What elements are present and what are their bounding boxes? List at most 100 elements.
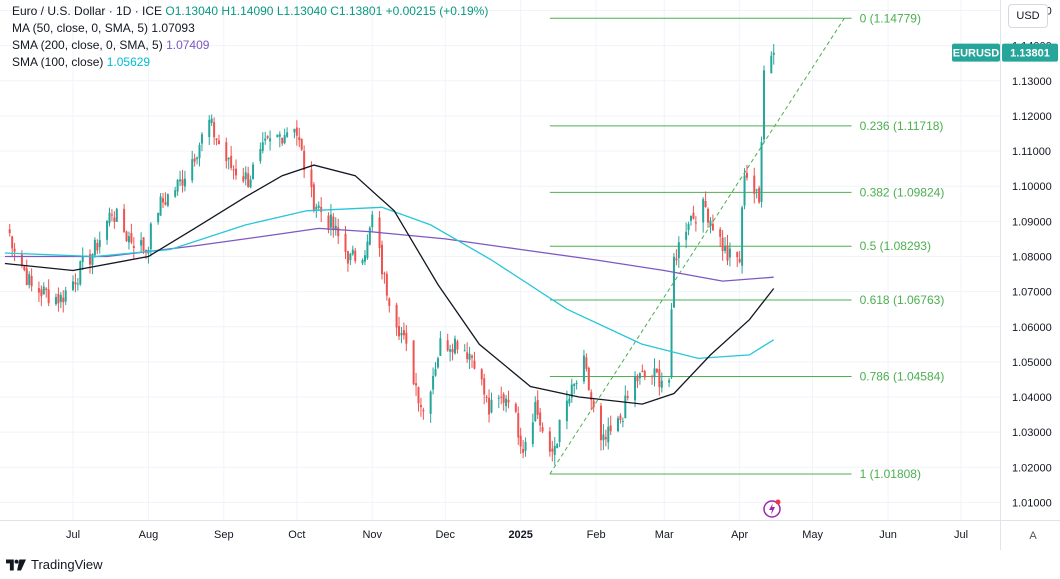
ma50-label: MA (50, close, 0, SMA, 5) <box>12 21 149 35</box>
candle-body <box>227 158 230 160</box>
y-tick-label: 1.12000 <box>1012 111 1052 123</box>
candle-body <box>483 378 486 395</box>
candle-body <box>643 371 646 378</box>
candle-body <box>585 357 588 369</box>
candle-body <box>743 175 746 206</box>
candle-body <box>548 431 551 452</box>
candle-body <box>429 391 432 414</box>
candle-body <box>310 169 313 188</box>
symbol-tag <box>952 43 1000 62</box>
candle-body <box>480 369 483 380</box>
candle-body <box>582 355 585 382</box>
auto-scale-button[interactable]: A <box>1029 530 1037 542</box>
ma50-legend-row[interactable]: MA (50, close, 0, SMA, 5) 1.07093 <box>12 20 488 37</box>
candle-body <box>689 215 692 221</box>
candle-body <box>709 220 712 226</box>
candle-body <box>149 223 152 250</box>
candle-body <box>37 288 40 293</box>
candle-body <box>604 437 607 440</box>
x-tick-label: Sep <box>214 529 234 541</box>
candle-body <box>402 330 405 336</box>
candle-body <box>753 175 756 194</box>
candle-body <box>363 255 366 262</box>
ohlc-values: O1.13040 H1.14090 L1.13040 C1.13801 +0.0… <box>165 4 489 18</box>
candle-body <box>81 257 84 263</box>
symbol-tag-label: EURUSD <box>953 48 1000 60</box>
y-tick-label: 1.02000 <box>1012 462 1052 474</box>
candle-body <box>507 399 510 403</box>
candle-body <box>687 224 690 230</box>
sma200-label: SMA (200, close, 0, SMA, 5) <box>12 38 163 52</box>
ma50-value: 1.07093 <box>151 21 195 35</box>
candle-body <box>702 199 705 223</box>
candle-body <box>232 169 235 171</box>
last-price-label: 1.13801 <box>1010 48 1050 60</box>
candle-body <box>317 205 320 208</box>
sma200-legend-row[interactable]: SMA (200, close, 0, SMA, 5) 1.07409 <box>12 37 488 54</box>
candle-body <box>57 293 60 304</box>
candle-body <box>108 212 111 224</box>
y-tick-label: 1.04000 <box>1012 392 1052 404</box>
candle-body <box>707 208 710 223</box>
candle-body <box>502 394 505 403</box>
tradingview-brand[interactable]: TradingView <box>6 557 103 572</box>
candle-body <box>565 400 568 422</box>
candle-body <box>79 261 82 285</box>
candle-body <box>40 289 43 297</box>
candle-body <box>249 179 252 188</box>
candle-body <box>449 349 452 352</box>
x-tick-label: Nov <box>362 529 382 541</box>
candle-body <box>127 236 130 243</box>
candle-body <box>728 248 731 258</box>
event-lightning-icon[interactable] <box>762 498 782 518</box>
candle-body <box>675 258 678 261</box>
candle-body <box>641 370 644 372</box>
candle-body <box>176 179 179 192</box>
candle-body <box>517 413 520 438</box>
x-tick-label: May <box>802 529 823 541</box>
candle-body <box>162 198 165 203</box>
candle-body <box>599 405 602 441</box>
candle-body <box>755 189 758 191</box>
candle-body <box>488 397 491 415</box>
candle-body <box>468 353 471 360</box>
candle-body <box>45 288 48 291</box>
candle-body <box>434 369 437 376</box>
candle-body <box>670 309 673 378</box>
currency-button[interactable]: USD <box>1008 4 1048 28</box>
x-tick-label: Jul <box>66 529 80 541</box>
candle-body <box>762 70 765 140</box>
candle-body <box>556 444 559 449</box>
fib-level-label: 0.236 (1.11718) <box>860 119 944 133</box>
candle-body <box>692 212 695 219</box>
candle-body <box>609 425 612 432</box>
candle-body <box>213 122 216 138</box>
candle-body <box>140 240 143 246</box>
candle-body <box>11 236 14 249</box>
candle-body <box>770 55 773 74</box>
sma100-legend-row[interactable]: SMA (100, close) 1.05629 <box>12 54 488 71</box>
candle-body <box>276 134 279 138</box>
candle-body <box>361 259 364 264</box>
candle-body <box>215 138 218 141</box>
candle-body <box>653 368 656 378</box>
candle-body <box>244 172 247 180</box>
candle-body <box>259 149 262 162</box>
candle-body <box>395 304 398 328</box>
candle-body <box>295 127 298 136</box>
candle-body <box>568 398 571 404</box>
candle-body <box>96 243 99 251</box>
ma50-line <box>4 164 775 405</box>
last-price-tag <box>1002 43 1058 62</box>
candle-body <box>772 52 775 56</box>
candle-body <box>142 237 145 251</box>
y-tick-label: 1.05000 <box>1012 357 1052 369</box>
candle-body <box>89 254 92 265</box>
candle-body <box>558 419 561 443</box>
candle-body <box>453 338 456 354</box>
candle-body <box>368 227 371 245</box>
candle-body <box>281 137 284 144</box>
candle-body <box>436 358 439 368</box>
candle-body <box>658 369 661 387</box>
